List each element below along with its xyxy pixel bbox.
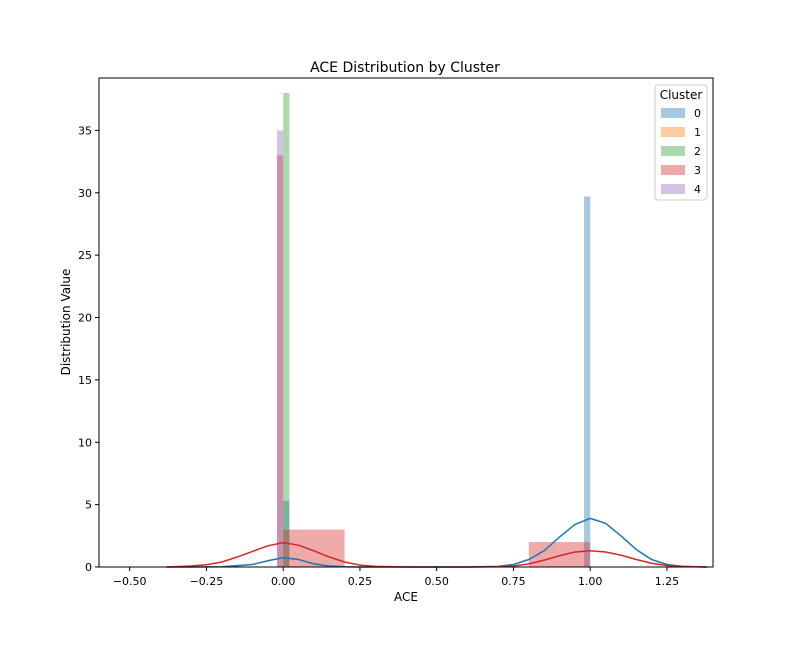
legend-items: 0 1 2 3 4 [661, 107, 701, 196]
x-tick-label: 1.00 [578, 575, 603, 588]
legend: Cluster 0 1 2 3 4 [654, 84, 708, 201]
x-tick-label: −0.50 [113, 575, 147, 588]
legend-label-cluster-0: 0 [694, 107, 701, 120]
x-tick-label: 0.25 [348, 575, 373, 588]
x-axis-ticks: −0.50 −0.25 0.00 0.25 0.50 0.75 1.00 1.25 [113, 567, 679, 588]
x-tick-label: 0.00 [271, 575, 296, 588]
y-tick-label: 5 [85, 499, 92, 512]
legend-label-cluster-4: 4 [694, 183, 701, 196]
plot-area-frame [98, 77, 714, 568]
bar-cluster-0-1 [584, 196, 591, 567]
bar-cluster-3-1 [283, 529, 345, 567]
legend-box [654, 84, 708, 201]
legend-label-cluster-3: 3 [694, 164, 701, 177]
y-axis-label: Distribution Value [59, 269, 73, 376]
x-tick-label: 0.50 [424, 575, 449, 588]
legend-swatch-cluster-0 [661, 108, 685, 118]
legend-swatch-cluster-3 [661, 165, 685, 175]
y-tick-label: 0 [85, 561, 92, 574]
y-tick-label: 15 [78, 374, 92, 387]
histogram-bars [277, 92, 591, 567]
x-tick-label: −0.25 [190, 575, 224, 588]
legend-label-cluster-2: 2 [694, 145, 701, 158]
x-axis-label: ACE [394, 590, 418, 604]
legend-swatch-cluster-1 [661, 127, 685, 137]
chart-title: ACE Distribution by Cluster [310, 60, 500, 76]
legend-label-cluster-1: 1 [694, 126, 701, 139]
y-tick-label: 25 [78, 249, 92, 262]
x-tick-label: 0.75 [501, 575, 526, 588]
legend-title: Cluster [660, 88, 703, 102]
y-axis-ticks: 0 5 10 15 20 25 30 35 [78, 124, 99, 574]
x-tick-label: 1.25 [655, 575, 680, 588]
y-tick-label: 30 [78, 187, 92, 200]
y-tick-label: 20 [78, 312, 92, 325]
y-tick-label: 10 [78, 436, 92, 449]
bar-cluster-2-0 [283, 92, 290, 567]
bar-cluster-4-0 [277, 130, 284, 567]
legend-swatch-cluster-2 [661, 146, 685, 156]
bar-cluster-3-0 [277, 155, 284, 567]
legend-swatch-cluster-4 [661, 184, 685, 194]
y-tick-label: 35 [78, 124, 92, 137]
bar-cluster-0-0 [283, 500, 290, 567]
